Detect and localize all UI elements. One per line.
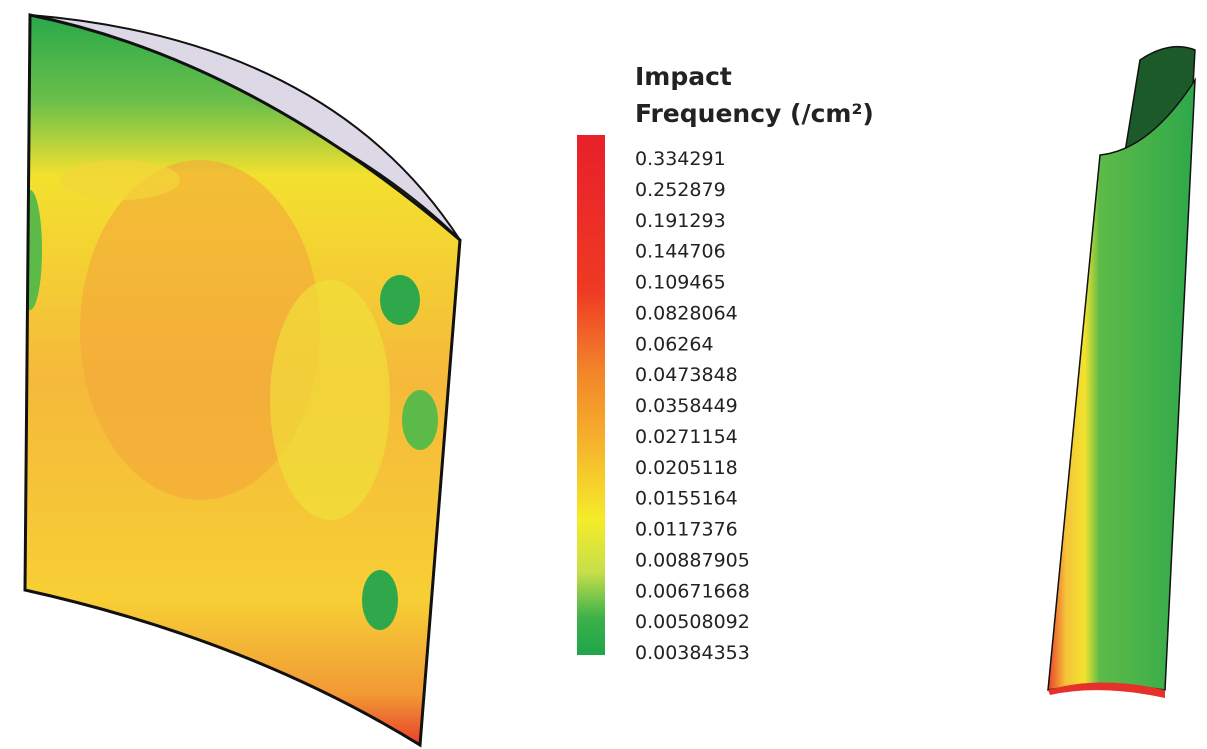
legend-label: 0.109465 [635,272,726,294]
legend-label: 0.06264 [635,333,714,355]
legend-label: 0.0205118 [635,457,738,479]
legend-label: 0.334291 [635,148,726,170]
legend-label: 0.144706 [635,241,726,263]
legend-label: 0.252879 [635,179,726,201]
colorbar [577,135,605,655]
legend-label: 0.0155164 [635,488,738,510]
legend-title: Impact [635,62,732,91]
legend-label: 0.00508092 [635,611,750,633]
legend-label: 0.00671668 [635,580,750,602]
legend-label: 0.00384353 [635,642,750,664]
legend-title: Frequency (/cm²) [635,99,874,128]
legend-label: 0.0117376 [635,519,738,541]
legend-label: 0.00887905 [635,549,750,571]
legend-label: 0.0271154 [635,426,738,448]
legend-label: 0.0473848 [635,364,738,386]
legend-label: 0.191293 [635,210,726,232]
legend-label: 0.0828064 [635,302,738,324]
legend-labels: 0.334291 0.252879 0.191293 0.144706 0.109465… [635,148,750,664]
legend-label: 0.0358449 [635,395,738,417]
right-blade [1048,80,1195,690]
figure: Impact Frequency (/cm²) 0.334291 0.252879… [0,0,1207,749]
page: Impact Frequency (/cm²) 0.334291 0.252879… [0,0,1207,749]
